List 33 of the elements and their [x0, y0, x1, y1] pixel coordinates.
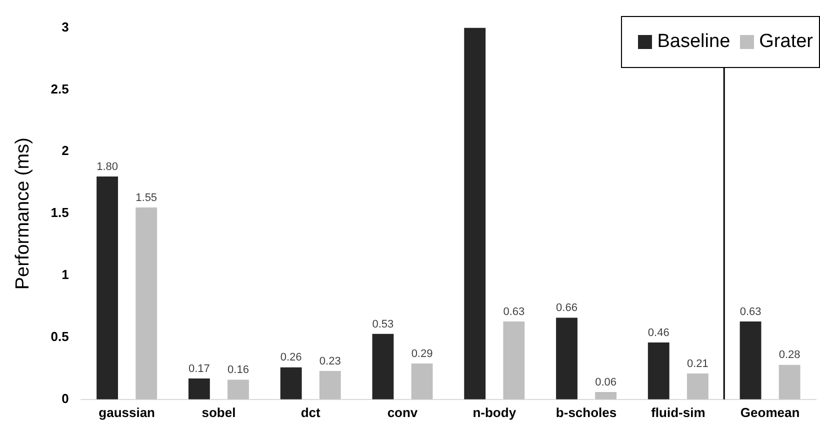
data-label: 0.26: [280, 352, 302, 364]
x-tick-label: fluid-sim: [651, 404, 706, 420]
x-tick-label: dct: [300, 404, 322, 420]
data-label: 0.23: [319, 355, 341, 368]
y-tick-label: 0.5: [50, 329, 69, 344]
data-label: 1.55: [136, 192, 158, 204]
data-label: 0.21: [686, 358, 708, 370]
x-tick-label: n-body: [472, 404, 517, 420]
y-tick-label: 3: [62, 19, 69, 34]
data-label: 0.17: [188, 362, 210, 375]
legend-label: Baseline: [657, 31, 730, 53]
data-label: 0.63: [740, 306, 762, 318]
data-label: 0.53: [372, 318, 394, 330]
y-tick-label: 0: [62, 390, 69, 406]
x-tick-label: b-scholes: [556, 404, 617, 420]
data-label: 0.66: [556, 302, 578, 314]
x-tick-label: Geomean: [740, 404, 800, 420]
y-tick-label: 1.5: [50, 205, 69, 220]
y-tick-label: 1: [62, 267, 69, 282]
data-label: 0.16: [228, 364, 249, 376]
data-label: 0.28: [778, 349, 800, 362]
data-label: 0.63: [503, 306, 525, 318]
legend-label: Grater: [759, 31, 813, 53]
x-tick-label: conv: [387, 404, 418, 420]
y-axis-title: Performance (ms): [12, 138, 34, 290]
data-label: 0.06: [595, 376, 617, 388]
data-label: 0.46: [648, 326, 670, 339]
data-label: 0.29: [411, 348, 433, 360]
x-tick-label: gaussian: [98, 404, 156, 420]
x-tick-label: sobel: [202, 404, 236, 420]
data-label: 1.80: [96, 160, 118, 173]
y-tick-label: 2: [62, 143, 69, 158]
y-tick-label: 2.5: [50, 81, 69, 96]
